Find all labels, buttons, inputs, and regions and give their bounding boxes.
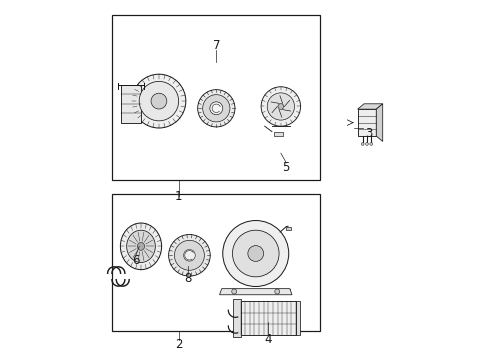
Circle shape (278, 104, 284, 109)
Text: 5: 5 (283, 161, 290, 174)
Ellipse shape (137, 242, 145, 250)
Circle shape (275, 289, 280, 294)
Circle shape (184, 249, 195, 261)
Circle shape (232, 230, 279, 277)
Bar (233, 299, 241, 337)
Circle shape (261, 87, 300, 126)
Text: 4: 4 (265, 333, 272, 346)
Bar (112, 194, 320, 330)
Circle shape (203, 95, 230, 122)
Circle shape (248, 246, 264, 261)
Polygon shape (376, 104, 383, 141)
Circle shape (139, 81, 179, 121)
Text: 6: 6 (132, 254, 139, 267)
Bar (296, 301, 300, 335)
Text: 3: 3 (365, 127, 372, 140)
Polygon shape (220, 289, 292, 295)
Bar (286, 226, 291, 230)
Ellipse shape (121, 223, 162, 270)
Circle shape (370, 143, 373, 145)
Ellipse shape (126, 230, 155, 262)
Text: 1: 1 (175, 190, 182, 203)
Circle shape (361, 143, 364, 145)
Bar (241, 301, 296, 335)
Text: 8: 8 (184, 272, 191, 285)
Bar (112, 15, 320, 180)
Circle shape (210, 102, 223, 115)
Circle shape (197, 90, 235, 127)
Text: 7: 7 (213, 39, 220, 52)
Circle shape (169, 234, 210, 276)
Circle shape (267, 93, 294, 120)
Circle shape (232, 289, 237, 294)
Polygon shape (358, 104, 383, 109)
Circle shape (151, 93, 167, 109)
Bar (274, 132, 283, 136)
Bar (358, 109, 376, 136)
Circle shape (366, 143, 368, 145)
Text: 2: 2 (175, 338, 182, 351)
Bar (122, 85, 141, 123)
Circle shape (174, 240, 204, 270)
Circle shape (223, 221, 289, 287)
Circle shape (132, 74, 186, 128)
